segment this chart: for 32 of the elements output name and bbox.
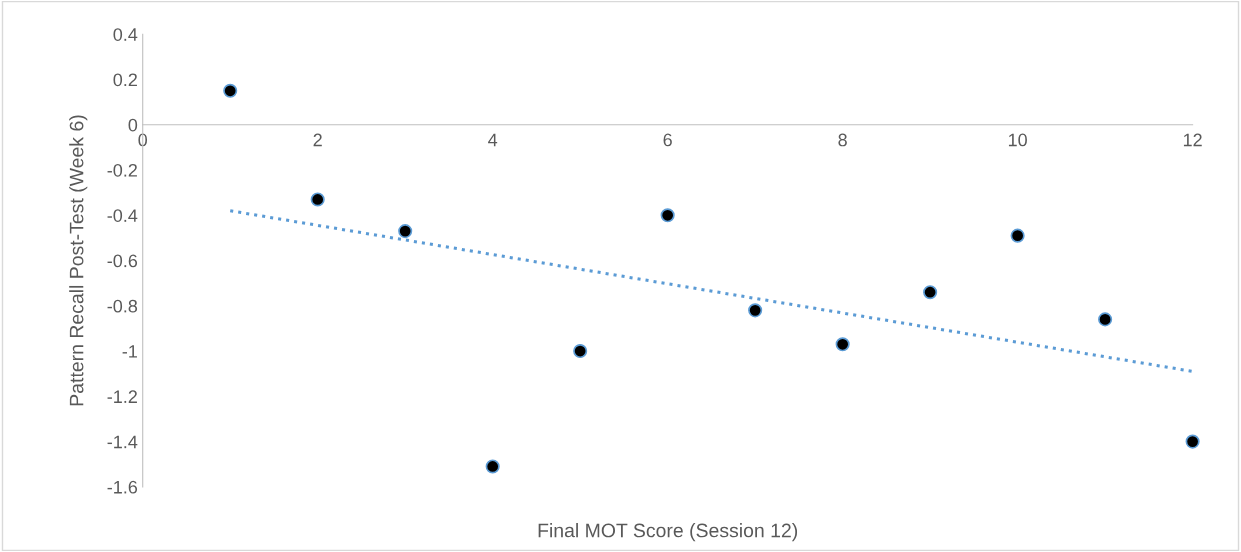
point [573,344,588,359]
x-tick-label: 8 [838,133,847,147]
point [1185,434,1200,449]
point [923,285,938,300]
y-tick-label: -0.2 [107,163,137,177]
y-tick-label: -1.6 [107,480,138,494]
y-tick-label: 0.4 [113,28,138,41]
x-tick-label: 12 [1183,133,1202,147]
x-tick-label: 10 [1008,133,1027,147]
y-tick-label: -0.6 [107,254,138,268]
point [398,224,413,239]
point [223,83,238,98]
y-tick-label: 0.2 [113,73,137,87]
point [310,192,325,207]
y-tick-label: 0 [128,118,138,132]
point [1010,228,1025,243]
point [660,208,675,223]
x-tick-label: 6 [663,133,672,147]
point [485,459,500,474]
point [748,303,763,318]
y-tick-label: -1 [122,345,137,358]
y-axis-title: Pattern Recall Post-Test (Week 6) [69,115,88,406]
point [835,337,850,352]
y-tick-label: -1.2 [107,390,137,403]
x-axis-title: Final MOT Score (Session 12) [538,523,798,542]
y-tick-label: -0.4 [107,209,138,222]
x-tick-label: 2 [313,133,322,147]
y-tick-label: -1.4 [107,435,138,449]
y-tick-label: -0.8 [107,299,138,313]
x-tick-label: 4 [488,133,498,147]
point [1098,312,1113,327]
x-tick-label: 0 [138,133,148,147]
